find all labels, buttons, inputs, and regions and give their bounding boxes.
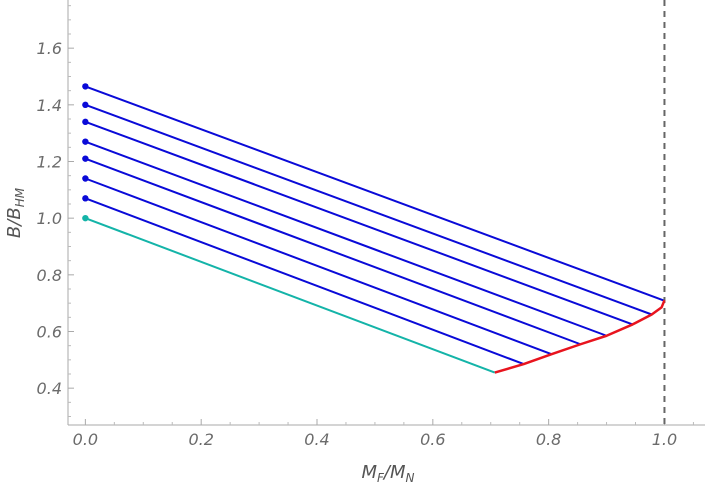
series-line-2: [85, 177, 552, 356]
series-point-3: [82, 155, 89, 162]
series-line-0: [85, 217, 496, 374]
x-tick-label: 1.0: [652, 430, 677, 449]
y-axis-title: B/BHM: [4, 187, 27, 238]
y-ticks: 0.4 0.6 0.8 1.0 1.2 1.4 1.6: [37, 5, 74, 417]
y-tick-label: 1.2: [37, 153, 62, 172]
x-tick-label: 0.6: [420, 430, 445, 449]
series-layer: [85, 85, 666, 374]
series-point-6: [82, 101, 89, 109]
series-point-0: [82, 214, 89, 222]
series-point-7: [82, 83, 89, 90]
series-line-6: [85, 103, 653, 316]
x-axis-title: MF/MN: [361, 462, 414, 485]
y-tick-label: 0.6: [37, 323, 62, 342]
y-tick-label: 1.4: [37, 96, 62, 115]
series-point-5: [82, 118, 89, 126]
series-point-4: [82, 138, 89, 145]
series-point-1: [82, 195, 89, 202]
y-tick-label: 1.6: [37, 39, 62, 58]
y-tick-label: 0.4: [37, 379, 62, 398]
series-line-7: [85, 85, 664, 302]
series-line-4: [85, 140, 607, 337]
series-line-5: [85, 120, 633, 326]
x-tick-label: 0.2: [188, 430, 213, 449]
series-line-1: [85, 197, 525, 366]
y-tick-label: 1.0: [37, 209, 62, 228]
series-line-3: [85, 157, 581, 346]
marker-layer: [82, 83, 89, 222]
x-ticks: 0.0 0.2 0.4 0.6 0.8 1.0: [73, 419, 694, 449]
series-point-2: [82, 175, 89, 182]
x-tick-label: 0.8: [536, 430, 561, 449]
plot-frame: [67, 0, 705, 426]
x-tick-label: 0.4: [304, 430, 329, 449]
y-tick-label: 0.8: [37, 266, 62, 285]
x-tick-label: 0.0: [73, 430, 98, 449]
series-line-8: [494, 299, 666, 374]
